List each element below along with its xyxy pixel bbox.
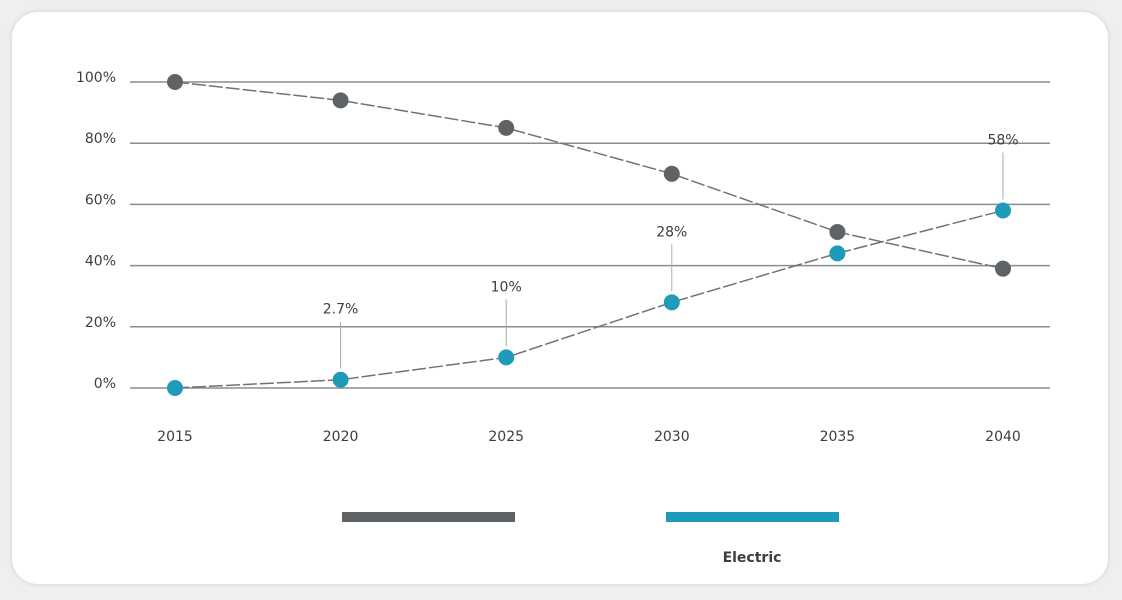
data-point <box>332 92 349 109</box>
series-line <box>174 209 1004 389</box>
data-label: 28% <box>656 224 687 240</box>
card <box>12 12 1108 584</box>
x-tick-label: 2025 <box>488 429 524 445</box>
legend-swatch <box>666 512 839 522</box>
x-tick-label: 2020 <box>323 429 359 445</box>
data-point <box>663 294 680 311</box>
y-tick-label: 60% <box>85 192 116 208</box>
data-point <box>663 165 680 182</box>
series-line <box>174 81 1004 270</box>
x-tick-label: 2040 <box>985 429 1021 445</box>
x-tick-label: 2015 <box>157 429 193 445</box>
y-tick-label: 100% <box>76 70 116 86</box>
data-point <box>498 349 515 366</box>
y-tick-label: 0% <box>94 376 116 392</box>
data-point <box>167 74 183 90</box>
data-point <box>829 223 846 240</box>
legend-swatch <box>342 512 515 522</box>
data-point <box>995 260 1011 277</box>
data-label: 2.7% <box>323 302 359 318</box>
data-point <box>829 245 846 262</box>
y-tick-label: 80% <box>85 131 116 147</box>
data-point <box>167 380 183 396</box>
y-tick-label: 20% <box>85 315 116 331</box>
data-point <box>995 202 1011 219</box>
data-label: 10% <box>491 279 522 295</box>
x-tick-label: 2035 <box>820 429 856 445</box>
data-point <box>498 119 515 136</box>
data-label: 58% <box>987 133 1018 149</box>
data-point <box>332 371 349 388</box>
legend-label: Electric <box>723 550 782 566</box>
x-tick-label: 2030 <box>654 429 690 445</box>
y-tick-label: 40% <box>85 254 116 270</box>
